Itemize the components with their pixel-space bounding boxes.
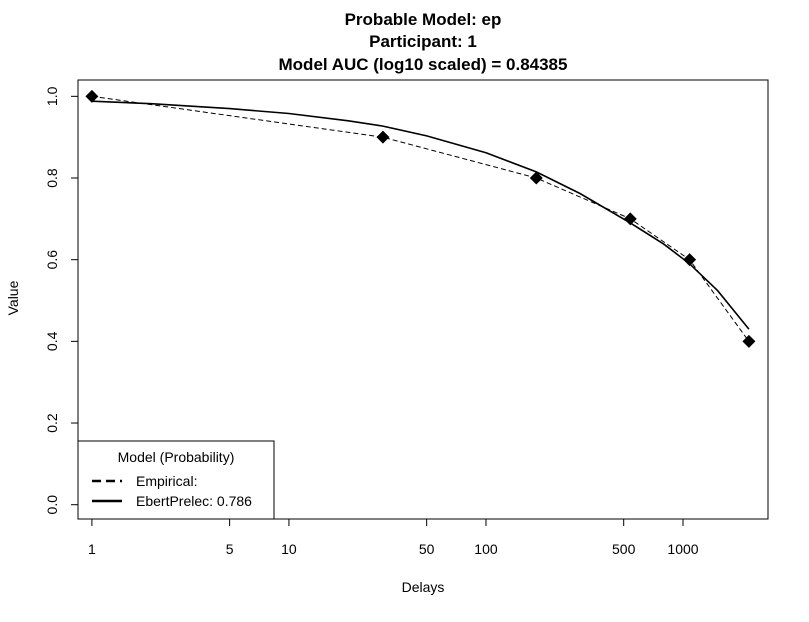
x-tick-label-1: 5: [226, 541, 234, 557]
series-empirical-point-1: [376, 130, 390, 144]
y-tick-label-5: 1.0: [44, 86, 60, 106]
chart-title-line-2: Participant: 1: [369, 32, 477, 51]
y-tick-label-1: 0.2: [44, 413, 60, 433]
y-axis-title: Value: [5, 280, 21, 315]
series-empirical-line: [91, 95, 750, 342]
series-empirical-point-3: [623, 212, 637, 226]
x-tick-label-6: 1000: [667, 541, 698, 557]
series-empirical-point-4: [683, 253, 697, 267]
series-empirical-point-5: [742, 334, 756, 348]
x-axis: 1 5 10 50 100 500 1000: [88, 519, 699, 557]
x-tick-label-4: 100: [474, 541, 498, 557]
chart-title-line-1: Probable Model: ep: [345, 10, 502, 29]
x-tick-label-2: 10: [281, 541, 297, 557]
y-tick-label-4: 0.8: [44, 168, 60, 188]
legend-empirical-label: Empirical:: [136, 473, 197, 489]
legend-ebertprelec-label: EbertPrelec: 0.786: [136, 493, 252, 509]
x-axis-title: Delays: [402, 579, 445, 595]
y-tick-label-3: 0.6: [44, 250, 60, 270]
y-axis: 0.0 0.2 0.4 0.6 0.8 1.0: [44, 86, 78, 514]
y-tick-label-2: 0.4: [44, 331, 60, 351]
chart-title-line-3: Model AUC (log10 scaled) = 0.84385: [279, 55, 568, 74]
legend-title: Model (Probability): [118, 449, 235, 465]
series-empirical-point-2: [529, 171, 543, 185]
series-layer: [85, 89, 756, 348]
y-tick-label-0: 0.0: [44, 495, 60, 515]
x-tick-label-5: 500: [612, 541, 636, 557]
legend: Model (Probability) Empirical: EbertPrel…: [77, 440, 275, 520]
series-empirical-point-0: [85, 89, 99, 103]
x-tick-label-0: 1: [88, 541, 96, 557]
plot-frame: [77, 79, 769, 520]
x-tick-label-3: 50: [419, 541, 435, 557]
series-ebertprelec-line: [91, 100, 750, 330]
